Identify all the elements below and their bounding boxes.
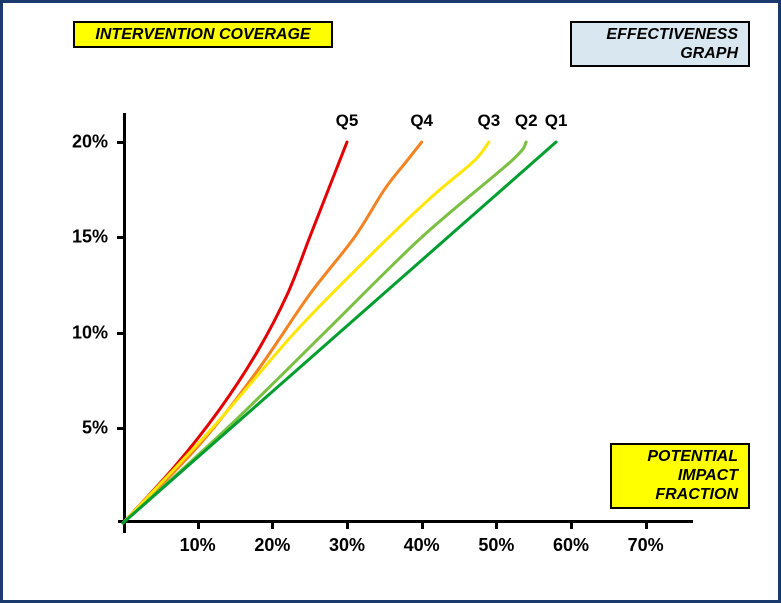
x-tick	[645, 520, 648, 529]
y-tick	[117, 236, 126, 239]
series-q4	[123, 142, 422, 523]
series-label-q5: Q5	[336, 111, 359, 131]
x-tick-label: 10%	[180, 535, 216, 556]
y-tick-label: 5%	[48, 417, 108, 438]
x-tick-label: 50%	[478, 535, 514, 556]
curves-svg	[123, 123, 683, 523]
y-tick	[117, 332, 126, 335]
x-tick	[495, 520, 498, 529]
y-tick-label: 10%	[48, 322, 108, 343]
y-tick	[117, 427, 126, 430]
title-box-coverage: INTERVENTION COVERAGE	[73, 21, 333, 48]
y-tick-label: 20%	[48, 132, 108, 153]
x-tick	[346, 520, 349, 529]
y-tick	[117, 141, 126, 144]
series-label-q4: Q4	[410, 111, 433, 131]
y-tick-label: 15%	[48, 227, 108, 248]
x-tick	[271, 520, 274, 529]
x-tick	[197, 520, 200, 529]
x-tick-label: 60%	[553, 535, 589, 556]
x-tick-label: 20%	[254, 535, 290, 556]
x-tick-label: 70%	[628, 535, 664, 556]
plot-area: 5%10%15%20%10%20%30%40%50%60%70%Q5Q4Q3Q2…	[123, 123, 683, 523]
series-label-q2: Q2	[515, 111, 538, 131]
title-box-effectiveness: EFFECTIVENESS GRAPH	[570, 21, 750, 67]
x-tick-label: 30%	[329, 535, 365, 556]
x-tick-label: 40%	[404, 535, 440, 556]
series-q5	[123, 142, 347, 523]
x-tick	[570, 520, 573, 529]
x-tick	[421, 520, 424, 529]
series-q3	[123, 142, 489, 523]
chart-frame: INTERVENTION COVERAGE EFFECTIVENESS GRAP…	[0, 0, 781, 603]
series-q1	[123, 142, 556, 523]
series-label-q1: Q1	[545, 111, 568, 131]
series-label-q3: Q3	[478, 111, 501, 131]
